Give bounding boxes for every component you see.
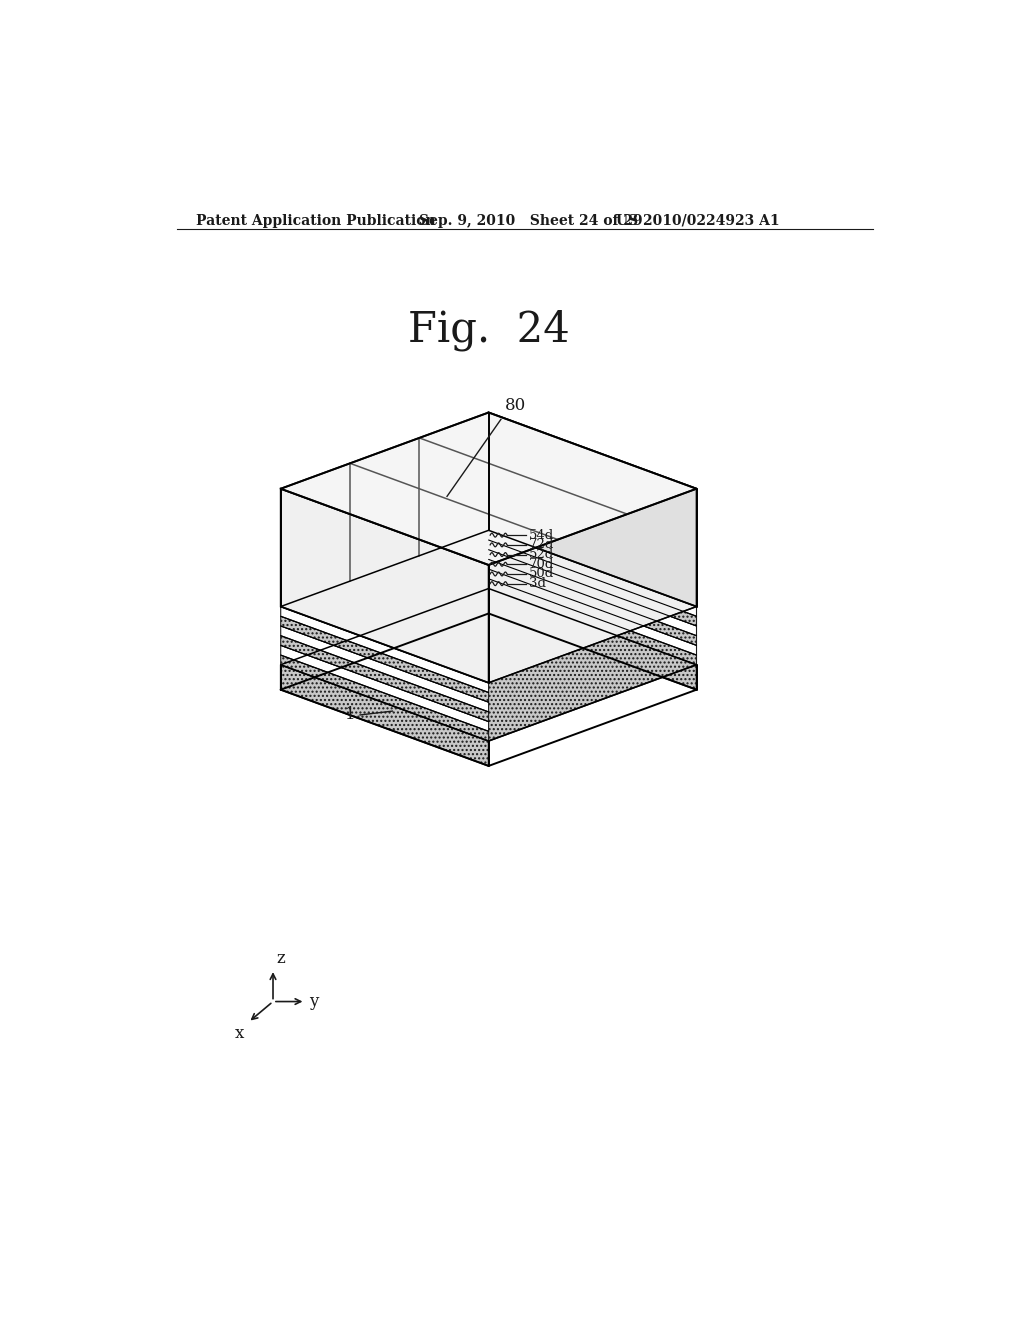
Text: y: y [309, 993, 318, 1010]
Text: Sep. 9, 2010   Sheet 24 of 29: Sep. 9, 2010 Sheet 24 of 29 [419, 214, 643, 228]
Text: 54d: 54d [528, 529, 554, 541]
Polygon shape [488, 549, 696, 636]
Polygon shape [488, 560, 696, 645]
Text: 3d: 3d [528, 577, 546, 590]
Polygon shape [488, 569, 696, 655]
Polygon shape [488, 589, 696, 689]
Polygon shape [488, 579, 696, 665]
Polygon shape [488, 531, 696, 616]
Polygon shape [281, 488, 488, 682]
Polygon shape [281, 589, 696, 741]
Text: x: x [236, 1024, 245, 1041]
Polygon shape [281, 665, 488, 766]
Polygon shape [281, 616, 488, 702]
Text: z: z [276, 950, 286, 966]
Text: 52d: 52d [528, 548, 554, 561]
Text: 80: 80 [505, 397, 526, 414]
Text: Fig.  24: Fig. 24 [408, 309, 569, 351]
Polygon shape [281, 636, 488, 722]
Text: US 2010/0224923 A1: US 2010/0224923 A1 [615, 214, 779, 228]
Text: 72d: 72d [528, 539, 554, 552]
Polygon shape [281, 412, 696, 565]
Text: Patent Application Publication: Patent Application Publication [196, 214, 435, 228]
Text: 70d: 70d [528, 558, 554, 570]
Text: 1: 1 [345, 706, 355, 723]
Polygon shape [488, 540, 696, 626]
Text: 50d: 50d [528, 568, 554, 581]
Polygon shape [281, 531, 696, 682]
Polygon shape [281, 626, 488, 711]
Polygon shape [281, 655, 488, 741]
Polygon shape [281, 607, 488, 693]
Polygon shape [281, 645, 488, 731]
Polygon shape [488, 412, 696, 607]
